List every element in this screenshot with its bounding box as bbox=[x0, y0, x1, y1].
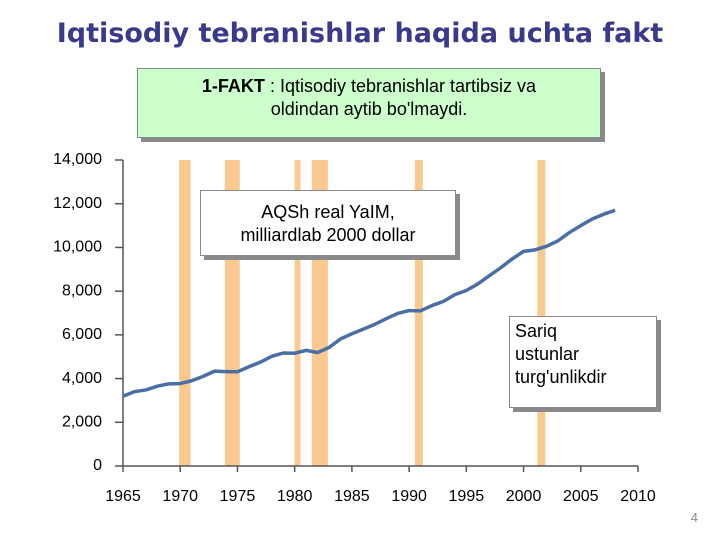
recession-bar bbox=[537, 160, 546, 466]
x-tick-label: 1975 bbox=[220, 488, 256, 505]
annotation-text: AQSh real YaIM, bbox=[261, 202, 395, 222]
recession-bar bbox=[294, 160, 301, 466]
y-tick-label: 12,000 bbox=[53, 195, 102, 212]
annotation-box: Sariq ustunlar turg'unlikdir bbox=[509, 316, 657, 408]
y-tick-label: 2,000 bbox=[62, 414, 102, 431]
x-tick-label: 2010 bbox=[620, 488, 656, 505]
fact-box: 1-FAKT : Iqtisodiy tebranishlar tartibsi… bbox=[137, 68, 601, 138]
annotation-text: milliardlab 2000 dollar bbox=[240, 225, 416, 245]
y-tick-label: 4,000 bbox=[62, 370, 102, 387]
fact-text: : Iqtisodiy tebranishlar tartibsiz va bbox=[269, 76, 537, 96]
page-number: 4 bbox=[690, 510, 698, 525]
fact-text: oldindan aytib bo'lmaydi. bbox=[270, 99, 468, 119]
y-tick-label: 0 bbox=[93, 457, 102, 474]
x-tick-label: 1990 bbox=[391, 488, 427, 505]
fact-label: 1-FAKT bbox=[201, 76, 265, 96]
x-tick-label: 2000 bbox=[506, 488, 542, 505]
fact-line: 1-FAKT : Iqtisodiy tebranishlar tartibsi… bbox=[138, 75, 600, 98]
x-tick-label: 1970 bbox=[162, 488, 198, 505]
recession-bar bbox=[414, 160, 423, 466]
annotation-text: ustunlar bbox=[515, 344, 580, 364]
x-tick-label: 1980 bbox=[277, 488, 313, 505]
y-tick-label: 8,000 bbox=[62, 282, 102, 299]
annotation-text: turg'unlikdir bbox=[515, 367, 607, 387]
y-tick-label: 6,000 bbox=[62, 326, 102, 343]
annotation-text: Sariq bbox=[515, 321, 558, 341]
recession-bar bbox=[179, 160, 191, 466]
x-tick-label: 1985 bbox=[334, 488, 370, 505]
line-series bbox=[122, 208, 616, 398]
x-tick-label: 1995 bbox=[449, 488, 485, 505]
x-tick-label: 1965 bbox=[105, 488, 141, 505]
annotation-box: AQSh real YaIM, milliardlab 2000 dollar bbox=[200, 190, 456, 256]
y-tick-label: 10,000 bbox=[53, 239, 102, 256]
slide-title: Iqtisodiy tebranishlar haqida uchta fakt bbox=[56, 18, 664, 49]
x-tick-label: 2005 bbox=[563, 488, 599, 505]
y-tick-label: 14,000 bbox=[53, 151, 102, 168]
